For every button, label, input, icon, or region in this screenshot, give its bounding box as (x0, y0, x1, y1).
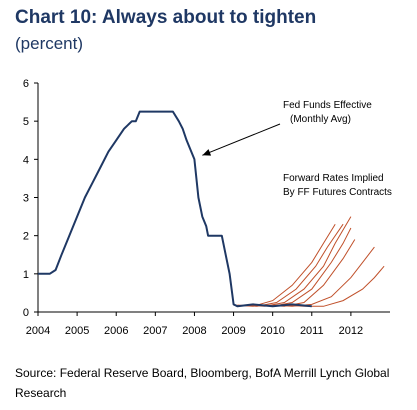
x-tick-label: 2010 (260, 325, 284, 337)
y-tick-label: 0 (23, 307, 29, 319)
x-tick-label: 2007 (143, 325, 167, 337)
source-note: Source: Federal Reserve Board, Bloomberg… (15, 366, 390, 400)
annotation-forwards-line2: By FF Futures Contracts (283, 187, 392, 198)
plot-area: 0 1 2 3 4 5 6 2004 2005 2006 2007 2008 2009 2010 2011… (23, 78, 390, 337)
y-ticks: 0 1 2 3 4 5 6 (23, 78, 38, 319)
y-tick-label: 3 (23, 193, 29, 205)
chart-subtitle: (percent) (15, 34, 84, 53)
y-tick-label: 5 (23, 116, 29, 128)
forward-rate-line (272, 246, 375, 307)
y-tick-label: 2 (23, 231, 29, 243)
annotation-fed-funds: Fed Funds Effective (Monthly Avg) (202, 100, 372, 156)
x-ticks: 2004 2005 2006 2007 2008 2009 2010 2011 2012 (26, 312, 363, 337)
forward-rate-line (233, 223, 336, 307)
y-tick-label: 1 (23, 269, 29, 281)
annotation-arrow (202, 123, 281, 156)
forward-rate-lines (233, 216, 385, 307)
annotation-forwards-line1: Forward Rates Implied (283, 173, 384, 184)
annotation-arrowhead (202, 149, 212, 156)
annotation-forwards: Forward Rates Implied By FF Futures Cont… (283, 173, 392, 198)
y-tick-label: 6 (23, 78, 29, 90)
x-tick-label: 2008 (182, 325, 206, 337)
y-tick-label: 4 (23, 154, 29, 166)
annotation-fed-funds-line2: (Monthly Avg) (290, 114, 351, 125)
chart-title: Chart 10: Always about to tighten (15, 7, 317, 28)
x-tick-label: 2009 (221, 325, 245, 337)
annotation-fed-funds-line1: Fed Funds Effective (283, 100, 372, 111)
x-tick-label: 2012 (339, 325, 363, 337)
x-tick-label: 2005 (65, 325, 89, 337)
fed-funds-line-group (38, 110, 312, 308)
fed-funds-line (38, 110, 312, 308)
line-chart: 0 1 2 3 4 5 6 2004 2005 2006 2007 2008 2009 2010 2011… (23, 78, 392, 337)
forward-rate-line (284, 265, 385, 307)
x-tick-label: 2011 (300, 325, 324, 337)
x-tick-label: 2004 (26, 325, 50, 337)
x-tick-label: 2006 (104, 325, 128, 337)
